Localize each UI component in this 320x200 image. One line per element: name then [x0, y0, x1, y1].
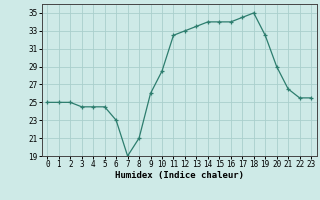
X-axis label: Humidex (Indice chaleur): Humidex (Indice chaleur) [115, 171, 244, 180]
